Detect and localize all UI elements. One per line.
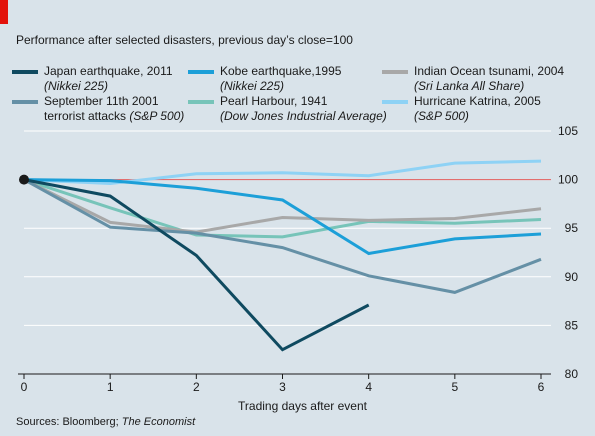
legend-label-pearl: Pearl Harbour, 1941: [220, 94, 328, 108]
legend-swatch-katrina: [382, 100, 408, 104]
legend-swatch-tsunami: [382, 70, 408, 74]
source-italic: The Economist: [121, 416, 196, 428]
source-note: Sources: Bloomberg; The Economist: [16, 416, 195, 428]
x-axis-label: Trading days after event: [238, 399, 368, 413]
series-line-kobe: [23, 178, 542, 256]
series-line-pearl: [23, 178, 542, 239]
y-tick-label-100: 100: [558, 173, 578, 187]
legend-swatch-kobe: [188, 70, 214, 74]
legend-sub-pearl: (Dow Jones Industrial Average): [220, 109, 387, 123]
legend-label-sept11-line2: terrorist attacks: [44, 109, 127, 123]
x-tick-label-3: 3: [279, 380, 286, 394]
legend-sub-japan: (Nikkei 225): [44, 79, 109, 93]
origin-marker: [19, 174, 29, 185]
legend-label-tsunami: Indian Ocean tsunami, 2004: [414, 64, 565, 78]
y-tick-label-80: 80: [565, 367, 579, 381]
y-tick-label-85: 85: [565, 318, 579, 332]
x-tick-label-1: 1: [107, 380, 114, 394]
x-tick-label-2: 2: [193, 380, 200, 394]
legend-swatch-sept11: [12, 100, 38, 104]
x-tick-label-6: 6: [538, 380, 545, 394]
legend-swatch-japan: [12, 70, 38, 74]
legend-sub-katrina: (S&P 500): [414, 109, 469, 123]
y-tick-label-95: 95: [565, 221, 579, 235]
legend-label-japan: Japan earthquake, 2011: [44, 64, 173, 78]
series-line-japan: [23, 178, 370, 352]
brand-red-tab: [0, 0, 8, 24]
source-prefix: Sources: Bloomberg;: [16, 416, 122, 428]
y-tick-label-105: 105: [558, 124, 578, 138]
series-line-katrina: [23, 159, 542, 186]
legend-sept11: September 11th 2001 terrorist attacks (S…: [12, 94, 185, 124]
legend-sub-tsunami: (Sri Lanka All Share): [414, 79, 525, 93]
legend-pearl: Pearl Harbour, 1941 (Dow Jones Industria…: [188, 94, 387, 124]
x-tick-label-4: 4: [365, 380, 372, 394]
x-tick-label-5: 5: [451, 380, 458, 394]
x-tick-label-0: 0: [21, 380, 28, 394]
legend-katrina: Hurricane Katrina, 2005 (S&P 500): [382, 94, 541, 124]
legend-label-katrina: Hurricane Katrina, 2005: [414, 94, 541, 108]
series-line-tsunami: [23, 178, 542, 234]
legend-sub-kobe: (Nikkei 225): [220, 79, 285, 93]
legend-kobe: Kobe earthquake,1995 (Nikkei 225): [188, 64, 342, 94]
legend-japan: Japan earthquake, 2011 (Nikkei 225): [12, 64, 173, 94]
legend-label-kobe: Kobe earthquake,1995: [220, 64, 342, 78]
legend-label-sept11: September 11th 2001: [44, 94, 159, 108]
legend-swatch-pearl: [188, 100, 214, 104]
legend-sub-sept11: (S&P 500): [129, 109, 185, 123]
chart-title: Performance after selected disasters, pr…: [16, 33, 353, 47]
series-line-sept11: [23, 178, 542, 294]
y-tick-label-90: 90: [565, 270, 579, 284]
legend-tsunami: Indian Ocean tsunami, 2004 (Sri Lanka Al…: [382, 64, 565, 94]
